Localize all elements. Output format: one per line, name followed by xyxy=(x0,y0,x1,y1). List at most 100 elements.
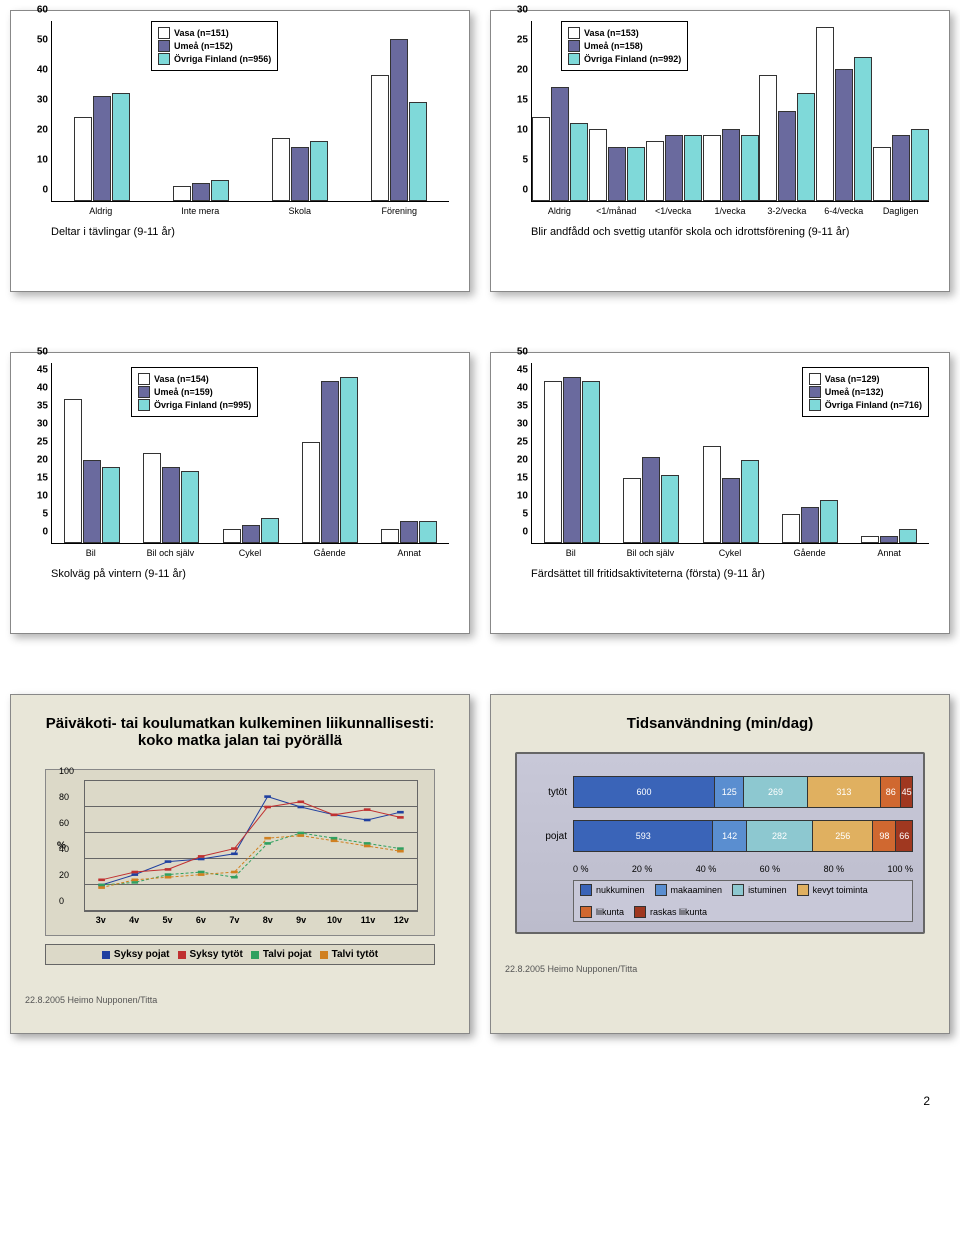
y-tick: 35 xyxy=(24,401,48,412)
panel-paivakoti: Päiväkoti- tai koulumatkan kulkeminen li… xyxy=(10,694,470,1034)
segment: 256 xyxy=(813,821,873,851)
bar xyxy=(582,381,600,543)
bar xyxy=(570,123,588,201)
bar xyxy=(310,141,328,201)
bar xyxy=(623,478,641,543)
bar xyxy=(371,75,389,201)
y-tick: 25 xyxy=(504,437,528,448)
x-label: 3-2/vecka xyxy=(758,202,815,216)
bar xyxy=(741,135,759,201)
y-tick: 20 xyxy=(504,455,528,466)
bar xyxy=(321,381,339,543)
bar xyxy=(703,446,721,543)
bar xyxy=(741,460,759,543)
y-tick: 60 xyxy=(59,818,69,828)
bar xyxy=(532,117,550,201)
x-tick: 20 % xyxy=(632,864,653,874)
bar xyxy=(589,129,607,201)
segment: 593 xyxy=(574,821,713,851)
bar xyxy=(409,102,427,201)
bar xyxy=(563,377,581,543)
segment: 282 xyxy=(747,821,813,851)
bar xyxy=(102,467,120,543)
bar xyxy=(703,135,721,201)
bar xyxy=(854,57,872,201)
y-tick: 10 xyxy=(24,491,48,502)
bar xyxy=(782,514,800,543)
x-label: Bil och själv xyxy=(131,544,211,558)
segment: 66 xyxy=(896,821,912,851)
bar xyxy=(143,453,161,543)
legend-item: nukkuminen xyxy=(580,884,645,896)
x-label: Annat xyxy=(849,544,929,558)
y-tick: 10 xyxy=(24,155,48,166)
bar xyxy=(112,93,130,201)
y-tick: 60 xyxy=(24,5,48,16)
y-tick: 45 xyxy=(24,365,48,376)
x-label: 8v xyxy=(251,912,284,925)
y-tick: 30 xyxy=(24,95,48,106)
bar xyxy=(551,87,569,201)
y-tick: 100 xyxy=(59,766,74,776)
x-label: 9v xyxy=(284,912,317,925)
x-label: 11v xyxy=(351,912,384,925)
bar xyxy=(801,507,819,543)
y-tick: 20 xyxy=(24,125,48,136)
bar xyxy=(661,475,679,543)
stacked-chart: tytöt6001252693138645pojat59314228225698… xyxy=(515,752,925,934)
segment: 86 xyxy=(881,777,901,807)
chart-title: Tidsanvändning (min/dag) xyxy=(525,715,915,732)
legend: nukkuminenmakaaminenistuminenkevyt toimi… xyxy=(573,880,913,922)
x-tick: 0 % xyxy=(573,864,589,874)
y-tick: 15 xyxy=(24,473,48,484)
bar xyxy=(173,186,191,201)
x-label: Skola xyxy=(250,202,350,216)
x-label: Cykel xyxy=(210,544,290,558)
legend-item: Talvi pojat xyxy=(251,949,312,960)
bar xyxy=(816,27,834,201)
y-tick: 15 xyxy=(504,473,528,484)
chart-deltar: Vasa (n=151)Umeå (n=152)Övriga Finland (… xyxy=(10,10,470,292)
segment: 125 xyxy=(715,777,744,807)
bar xyxy=(93,96,111,201)
x-label: Dagligen xyxy=(872,202,929,216)
x-label: <1/månad xyxy=(588,202,645,216)
y-tick: 0 xyxy=(504,527,528,538)
y-tick: 5 xyxy=(24,509,48,520)
y-tick: 45 xyxy=(504,365,528,376)
bar xyxy=(642,457,660,543)
bar xyxy=(797,93,815,201)
y-tick: 80 xyxy=(59,792,69,802)
y-tick: 50 xyxy=(504,347,528,358)
bar xyxy=(64,399,82,543)
legend-item: liikunta xyxy=(580,906,624,918)
bar xyxy=(192,183,210,201)
y-tick: 5 xyxy=(504,155,528,166)
footer-text: 22.8.2005 Heimo Nupponen/Titta xyxy=(25,995,455,1005)
x-label: Gående xyxy=(290,544,370,558)
legend-item: Syksy pojat xyxy=(102,949,170,960)
segment: 142 xyxy=(713,821,746,851)
x-label: 4v xyxy=(117,912,150,925)
legend: Syksy pojatSyksy tytötTalvi pojatTalvi t… xyxy=(45,944,435,965)
caption: Skolväg på vintern (9-11 år) xyxy=(51,568,459,580)
bar xyxy=(899,529,917,543)
x-label: 12v xyxy=(385,912,418,925)
page-number: 2 xyxy=(10,1094,950,1108)
bar xyxy=(861,536,879,543)
chart-title: Päiväkoti- tai koulumatkan kulkeminen li… xyxy=(45,715,435,749)
bar xyxy=(261,518,279,543)
legend-item: Talvi tytöt xyxy=(320,949,378,960)
segment: 98 xyxy=(873,821,896,851)
x-label: Förening xyxy=(350,202,450,216)
x-label: 5v xyxy=(151,912,184,925)
bar xyxy=(892,135,910,201)
caption: Blir andfådd och svettig utanför skola o… xyxy=(531,226,939,238)
chart-andfadd: Vasa (n=153)Umeå (n=158)Övriga Finland (… xyxy=(490,10,950,292)
x-label: Gående xyxy=(770,544,850,558)
bar xyxy=(419,521,437,543)
bar xyxy=(211,180,229,201)
bar xyxy=(835,69,853,201)
y-tick: 0 xyxy=(24,185,48,196)
bar xyxy=(820,500,838,543)
